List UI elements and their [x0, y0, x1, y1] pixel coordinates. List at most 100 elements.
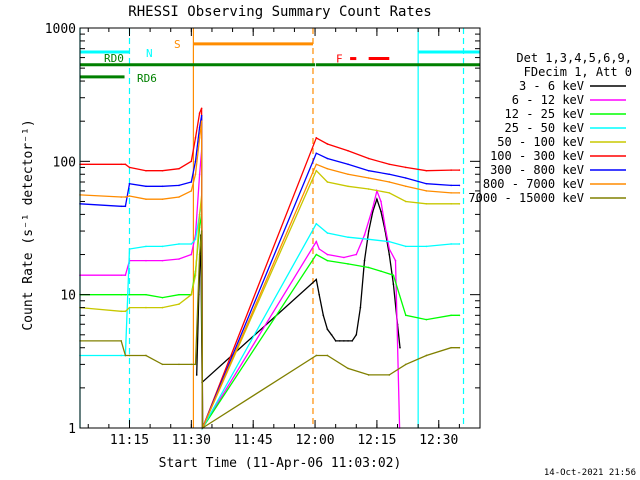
data-point — [425, 318, 428, 321]
data-point — [190, 293, 193, 296]
data-point — [450, 243, 452, 245]
data-point — [120, 340, 123, 342]
data-point — [315, 169, 318, 172]
flag-label: RD0 — [104, 52, 124, 65]
data-point — [190, 181, 193, 183]
data-point — [161, 169, 164, 172]
data-point — [128, 166, 131, 169]
legend-label: 3 - 6 keV — [519, 79, 584, 93]
x-tick-label: 12:30 — [419, 433, 458, 448]
data-point — [200, 107, 203, 110]
series-line — [196, 197, 401, 384]
legend-label: 7000 - 15000 keV — [468, 191, 584, 205]
data-point — [450, 169, 452, 171]
flag-label: N — [146, 47, 153, 60]
data-point — [198, 253, 201, 256]
data-point — [367, 266, 370, 269]
data-point — [194, 274, 197, 276]
data-point — [198, 213, 201, 216]
data-point — [315, 354, 318, 357]
data-point — [124, 310, 127, 313]
data-point — [380, 210, 382, 213]
data-point — [194, 160, 197, 163]
data-point — [161, 296, 164, 299]
data-point — [425, 182, 428, 185]
data-point — [120, 274, 123, 276]
data-point — [388, 173, 391, 176]
flag-label: S — [174, 38, 181, 51]
data-point — [376, 198, 378, 200]
data-point — [458, 203, 461, 205]
data-point — [404, 166, 407, 169]
x-tick-label: 11:45 — [234, 433, 273, 448]
data-point — [347, 263, 349, 265]
data-point — [198, 173, 201, 176]
flag-bars: RD0 RD6 N S F — [80, 38, 480, 85]
data-point — [458, 169, 461, 171]
data-point — [363, 234, 366, 236]
series-line — [79, 169, 460, 429]
data-point — [404, 177, 407, 179]
data-point — [161, 363, 164, 366]
data-point — [425, 190, 428, 192]
data-point — [450, 203, 452, 205]
data-point — [355, 253, 358, 256]
data-point — [450, 192, 452, 194]
data-point — [380, 270, 382, 272]
plot-frame — [79, 27, 481, 429]
legend-label: 6 - 12 keV — [512, 93, 584, 107]
data-point — [178, 243, 180, 245]
data-point — [178, 196, 180, 198]
data-point — [371, 206, 374, 209]
data-point — [388, 374, 391, 376]
legend-label: 300 - 800 keV — [490, 163, 584, 177]
data-point — [128, 182, 131, 185]
data-point — [343, 340, 345, 342]
data-point — [330, 334, 333, 336]
data-point — [120, 354, 123, 357]
data-point — [124, 163, 127, 166]
data-point — [338, 340, 341, 342]
data-point — [200, 230, 203, 232]
data-point — [124, 205, 127, 208]
data-point — [425, 203, 428, 205]
data-point — [315, 253, 318, 256]
data-point — [315, 278, 318, 281]
data-point — [128, 248, 131, 250]
data-point — [392, 283, 395, 285]
data-point — [404, 200, 407, 203]
data-point — [124, 274, 127, 276]
data-point — [326, 143, 329, 145]
data-point — [392, 274, 395, 276]
data-point — [120, 196, 123, 198]
flag-label: F — [336, 53, 343, 66]
legend-header: FDecim 1, Att 0 — [524, 65, 632, 79]
data-point — [404, 363, 407, 366]
y-tick-label: 1 — [68, 422, 76, 437]
data-point — [351, 340, 353, 342]
data-point — [178, 293, 180, 296]
data-point — [394, 259, 397, 262]
data-point — [347, 163, 349, 166]
legend-label: 100 - 300 keV — [490, 149, 584, 163]
data-point — [198, 126, 201, 129]
data-point — [124, 196, 127, 198]
data-point — [367, 177, 370, 179]
data-point — [347, 367, 349, 370]
data-point — [315, 163, 318, 166]
data-point — [195, 374, 198, 376]
legend-label: 12 - 25 keV — [505, 107, 584, 121]
data-point — [347, 236, 349, 238]
data-point — [124, 293, 127, 296]
data-point — [315, 137, 318, 139]
legend: Det 1,3,4,5,6,9,FDecim 1, Att 03 - 6 keV… — [468, 51, 632, 205]
data-point — [190, 243, 193, 245]
data-point — [343, 256, 345, 259]
data-point — [367, 374, 370, 376]
data-point — [178, 363, 180, 366]
data-point — [200, 114, 203, 117]
data-point — [425, 354, 428, 357]
x-tick-label: 12:15 — [357, 433, 396, 448]
data-point — [367, 188, 370, 190]
